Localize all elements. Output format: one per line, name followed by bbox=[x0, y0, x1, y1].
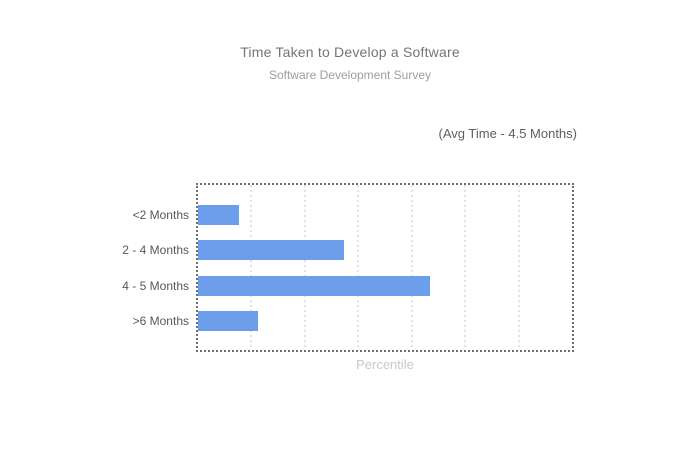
category-label: 2 - 4 Months bbox=[122, 243, 189, 258]
vertical-gridline bbox=[303, 185, 306, 350]
bar--6-months bbox=[198, 310, 258, 331]
vertical-gridline bbox=[357, 185, 360, 350]
y-axis-category-labels: <2 Months 2 - 4 Months 4 - 5 Months >6 Mont… bbox=[0, 185, 189, 352]
bar--2-months bbox=[198, 205, 240, 225]
category-label: >6 Months bbox=[132, 313, 189, 328]
bar-4-5-months bbox=[198, 275, 430, 296]
avg-time-annotation: (Avg Time - 4.5 Months) bbox=[438, 126, 577, 141]
category-label: <2 Months bbox=[132, 208, 189, 222]
vertical-gridline bbox=[464, 185, 467, 350]
vertical-gridline bbox=[250, 185, 253, 350]
x-axis-title: Percentile bbox=[356, 357, 414, 372]
category-label: 4 - 5 Months bbox=[122, 278, 189, 293]
plot-area bbox=[196, 183, 574, 352]
vertical-gridline bbox=[410, 185, 413, 350]
chart-subtitle: Software Development Survey bbox=[268, 68, 432, 82]
vertical-gridline bbox=[517, 185, 520, 350]
chart-title: Time Taken to Develop a Software bbox=[240, 44, 460, 60]
bar-2-4-months bbox=[198, 240, 344, 261]
